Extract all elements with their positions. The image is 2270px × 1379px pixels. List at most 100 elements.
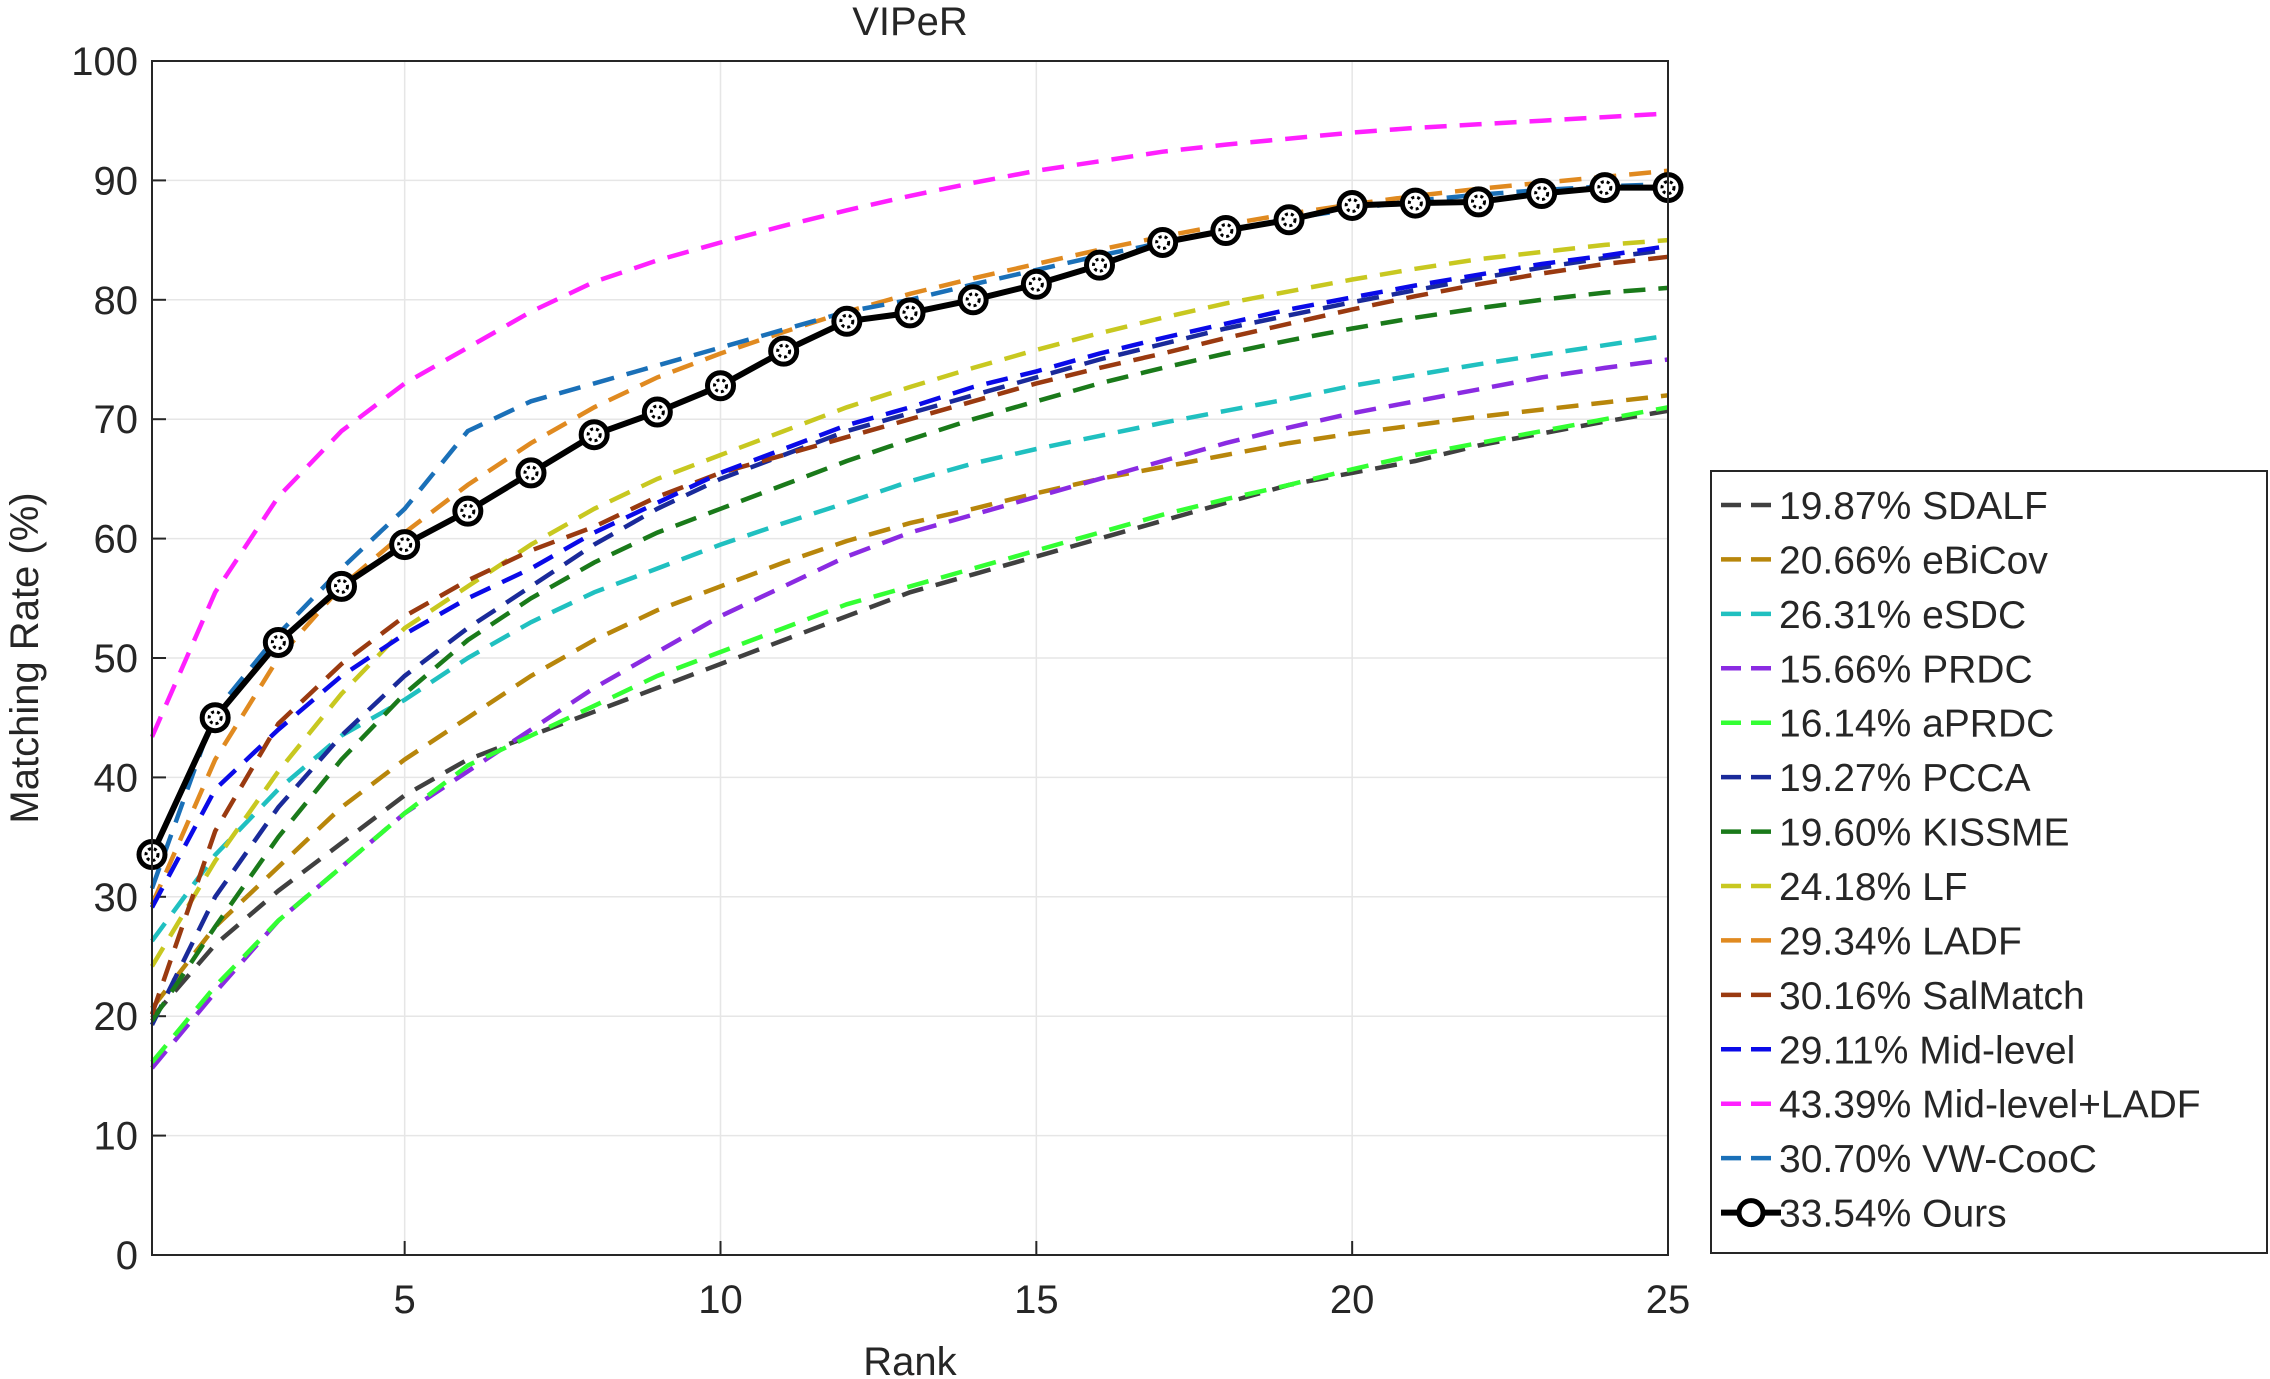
legend-item: 19.60% KISSME [1721,812,2069,855]
legend-label: 30.70% VW-CooC [1779,1138,2097,1181]
series-line [149,254,1669,1016]
y-tick-label: 50 [94,637,139,681]
series-9 [149,254,1669,1016]
plot-frame [151,60,1669,1256]
legend-item: 24.18% LF [1721,866,1968,909]
legend-label: 19.87% SDALF [1779,485,2048,528]
series-point-inner [207,710,223,726]
legend-label: 43.39% Mid-level+LADF [1779,1084,2201,1127]
y-tick-label: 0 [116,1234,138,1278]
legend-label: 24.18% LF [1779,866,1968,909]
y-tick-label: 40 [94,756,139,800]
series-point [957,284,989,316]
series-line [149,247,1669,1026]
series-point [262,626,294,658]
series-point [1526,178,1558,210]
legend-item: 26.31% eSDC [1721,594,2026,637]
series-11 [149,111,1669,738]
series-7 [150,237,1669,968]
series-point-inner [1155,234,1171,250]
series-point [768,335,800,367]
legend-item: 29.34% LADF [1721,920,2022,963]
series-point-inner [397,537,413,553]
series-point [1084,249,1115,281]
series-point-inner [1597,180,1613,196]
y-tick-label: 90 [94,159,139,203]
chart-title: VIPeR [852,0,968,44]
x-axis-label: Rank [863,1340,957,1379]
x-tick-label: 15 [1014,1278,1059,1322]
series-point-inner [1534,186,1550,202]
series-line [150,333,1669,943]
legend-box [1710,470,2268,1254]
legend-marker [1736,1198,1766,1228]
series-line [150,408,1669,1020]
series-point-inner [144,847,160,863]
y-tick-label: 80 [94,279,139,323]
series-line [150,405,1669,1064]
legend-item: 33.54% Ours [1721,1193,2007,1236]
series-point-inner [1471,194,1486,210]
legend-item: 30.70% VW-CooC [1721,1138,2097,1181]
series-point [1210,215,1242,247]
legend-label: 26.31% eSDC [1779,594,2026,637]
series-0 [150,408,1669,1020]
x-tick-label: 20 [1330,1278,1375,1322]
series-2 [150,333,1669,943]
series-point-inner [270,634,286,650]
y-tick-label: 70 [94,398,139,442]
legend-label: 29.11% Mid-level [1779,1029,2075,1072]
legend-label: 15.66% PRDC [1779,648,2033,691]
series-point [831,305,863,337]
legend-item: 43.39% Mid-level+LADF [1721,1084,2201,1127]
series-point [1399,187,1431,219]
series-point-inner [523,465,539,481]
series-point [641,396,673,428]
x-tick-labels: 5 10 15 20 25 [394,1278,1691,1322]
legend-label: 19.27% PCCA [1779,757,2030,800]
series-point-inner [776,343,792,359]
series-point [326,570,357,602]
series-line [150,393,1669,1010]
series-point-inner [1218,223,1234,239]
legend-item: 30.16% SalMatch [1721,975,2085,1018]
legend-label: 29.34% LADF [1779,920,2022,963]
legend-item: 15.66% PRDC [1721,648,2033,691]
series-point [1589,172,1621,204]
y-tick-label: 100 [71,40,138,84]
y-tick-label: 20 [94,995,139,1039]
legend-label: 33.54% Ours [1779,1193,2007,1236]
legend-label: 16.14% aPRDC [1779,703,2054,746]
series-point-inner [586,427,602,443]
series-point [1336,189,1368,221]
series-point [1147,226,1179,258]
series-point-inner [965,292,981,308]
legend-label: 19.60% KISSME [1779,812,2069,855]
series-line [150,237,1669,968]
legend-item: 19.27% PCCA [1721,757,2030,800]
series-layer [136,111,1684,1070]
series-point-inner [334,578,349,594]
legend-label: 20.66% eBiCov [1779,539,2048,582]
x-tick-label: 5 [394,1278,416,1322]
legend-item: 19.87% SDALF [1721,485,2048,528]
series-point-inner [839,313,855,329]
y-tick-label: 30 [94,876,139,920]
series-point-inner [1028,276,1044,292]
series-point [705,370,736,402]
legend: 19.87% SDALF 20.66% eBiCov 26.31% eSDC 15.6… [1710,470,2268,1254]
series-point-inner [1092,257,1107,273]
series-point-inner [1660,180,1676,196]
series-point [1273,204,1305,236]
legend-item: 29.11% Mid-level [1721,1029,2075,1072]
series-point [578,419,610,451]
y-tick-labels: 0 10 20 30 40 50 60 70 80 90 100 [71,40,138,1278]
series-point [894,297,926,329]
y-axis-label: Matching Rate (%) [3,492,47,823]
series-point-inner [1281,212,1297,228]
legend-item: 20.66% eBiCov [1721,539,2048,582]
series-13 [136,172,1684,871]
series-point-inner [1407,195,1423,211]
x-tick-label: 25 [1646,1278,1691,1322]
